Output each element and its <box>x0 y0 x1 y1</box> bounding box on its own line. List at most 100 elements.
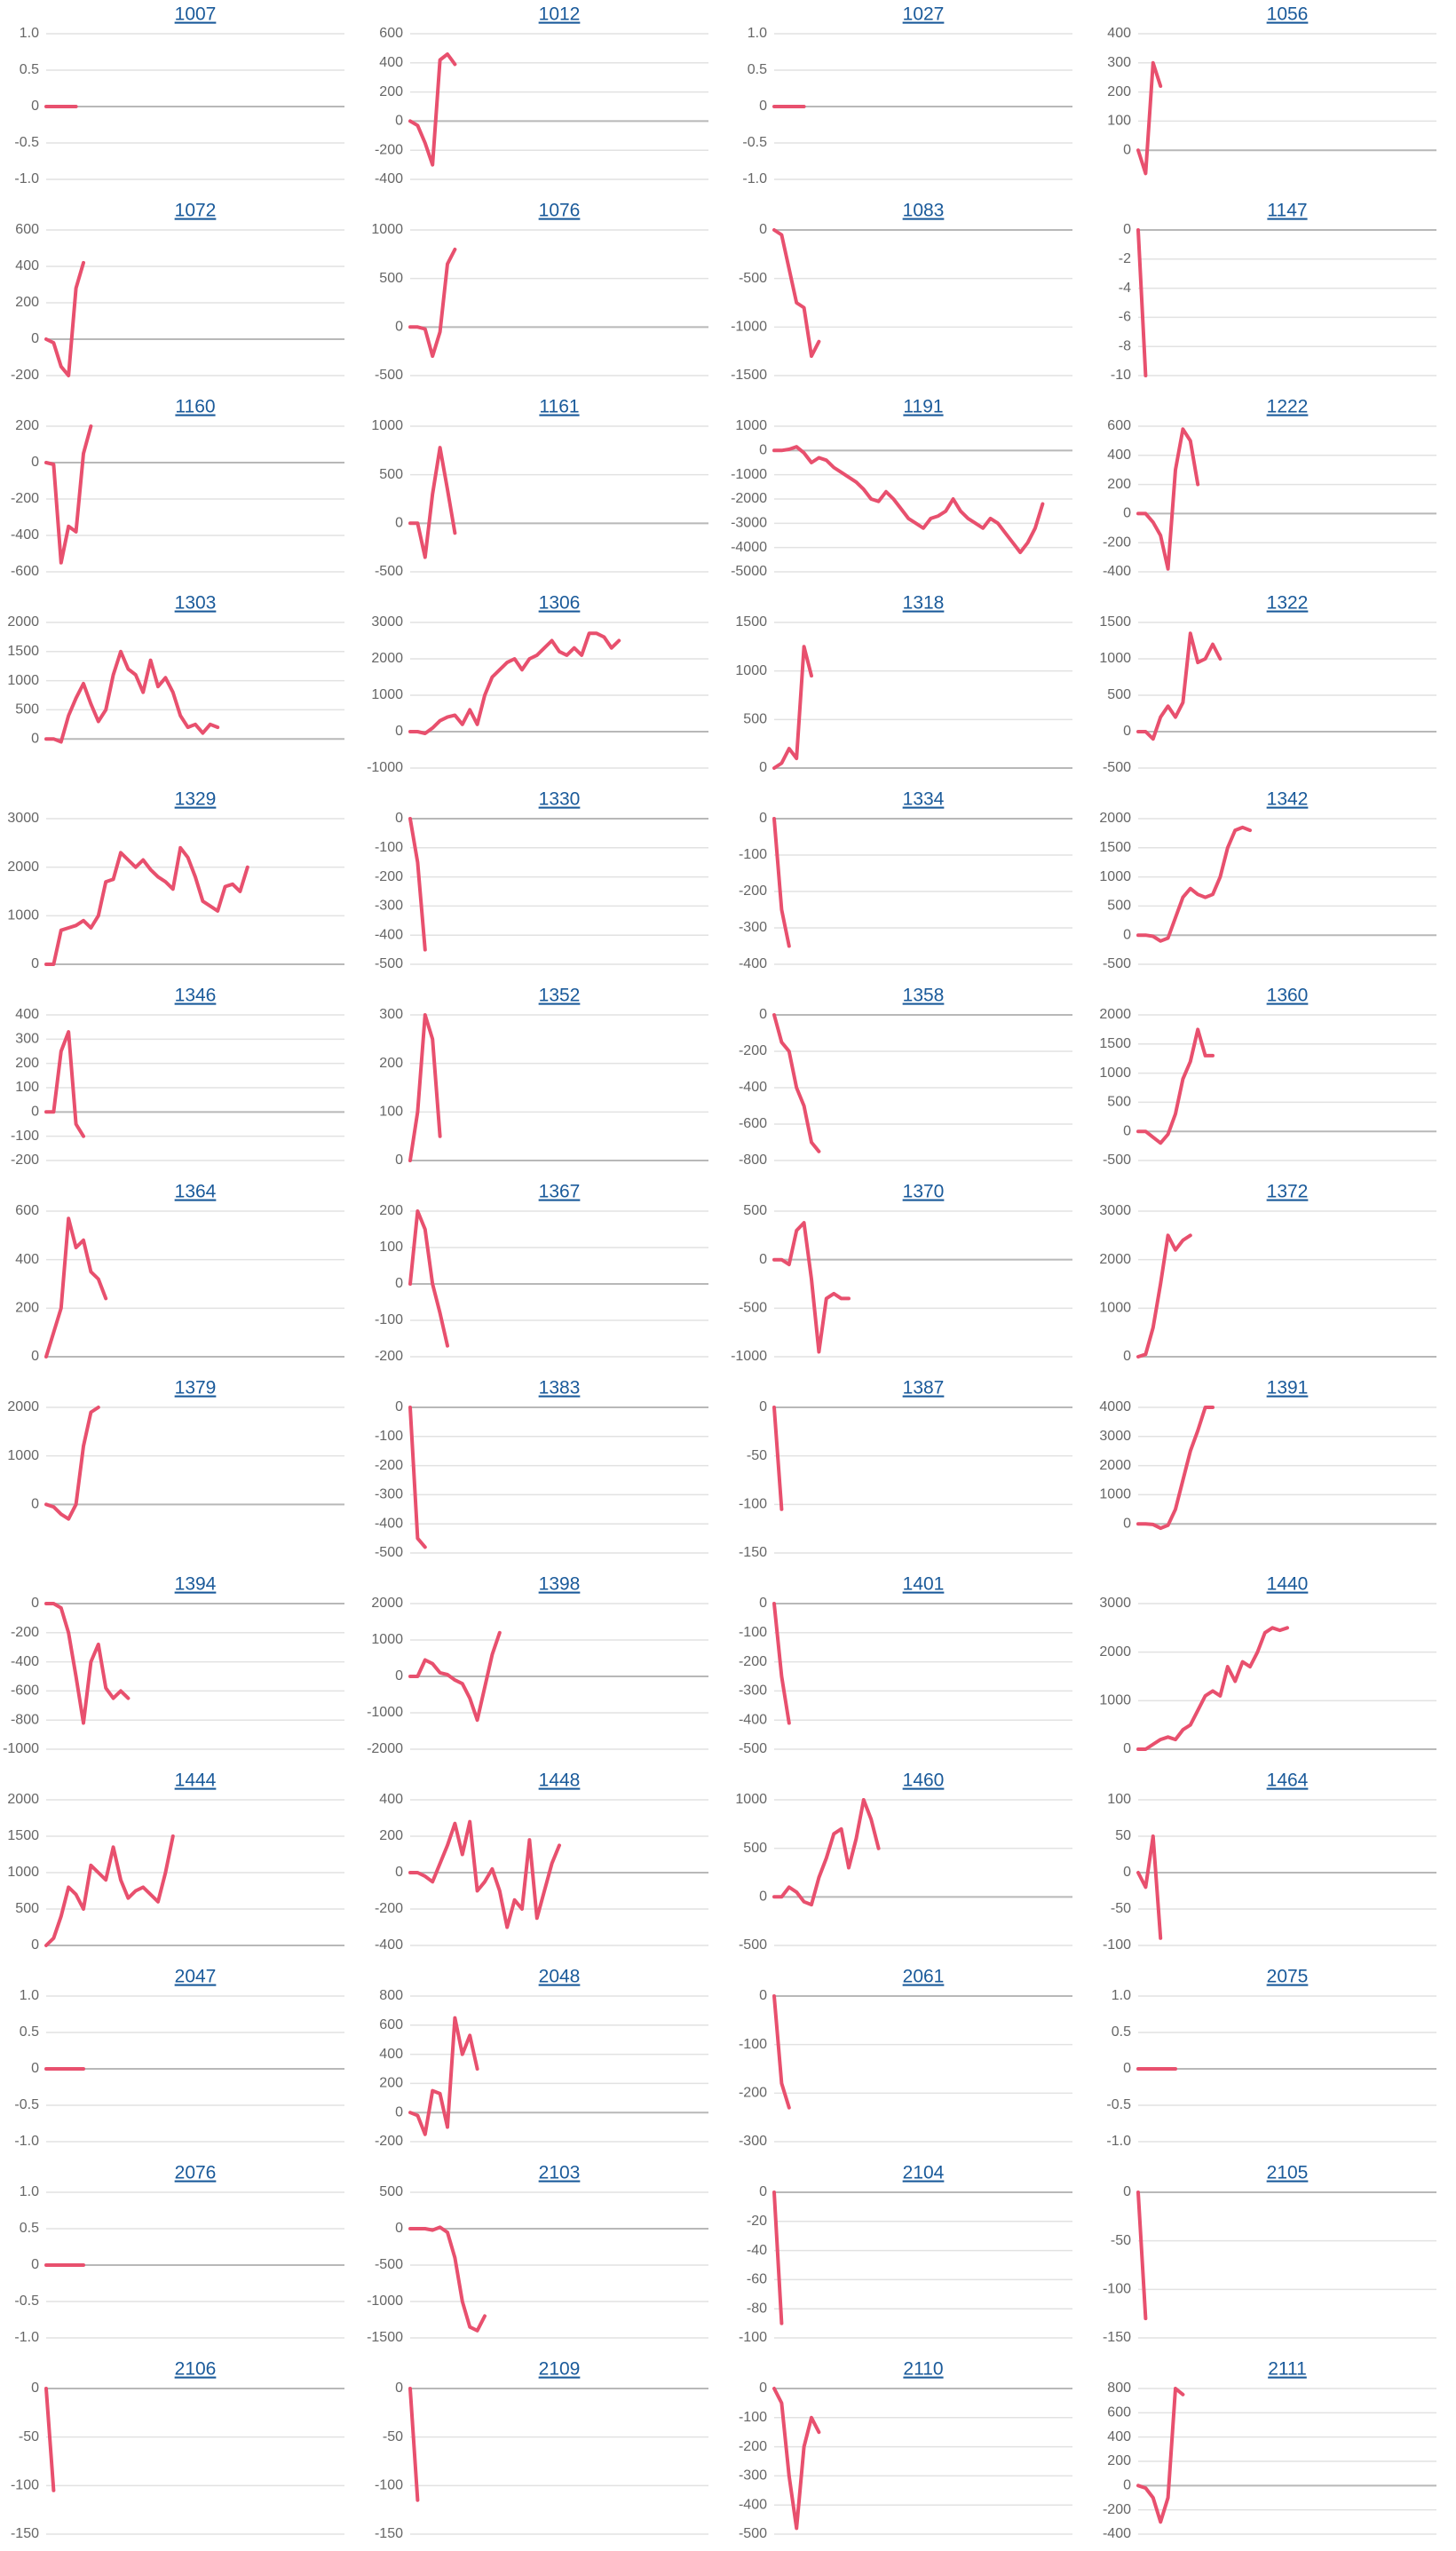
y-tick-label: 600 <box>379 26 403 41</box>
y-tick-label: 1500 <box>1099 1036 1131 1051</box>
chart-title[interactable]: 1364 <box>175 1182 217 1202</box>
chart-title[interactable]: 1027 <box>903 4 945 25</box>
mini-chart: 1072 -200 0 200 400 600 <box>11 201 344 383</box>
chart-title[interactable]: 2075 <box>1267 1967 1309 1987</box>
chart-title[interactable]: 1306 <box>539 593 581 614</box>
chart-title[interactable]: 2105 <box>1267 2163 1309 2183</box>
chart-title[interactable]: 1372 <box>1267 1182 1309 1202</box>
mini-chart: 2106 -150 -100 -50 0 <box>11 2359 344 2541</box>
mini-chart: 2048 -200 0 200 400 600 800 <box>375 1967 708 2149</box>
chart-title[interactable]: 1460 <box>903 1771 945 1791</box>
chart-title[interactable]: 1147 <box>1267 201 1307 221</box>
chart-title[interactable]: 1303 <box>175 593 217 614</box>
mini-chart: 1364 0 200 400 600 <box>15 1182 344 1364</box>
mini-chart: 1367 -200 -100 0 100 200 <box>375 1182 708 1364</box>
chart-title[interactable]: 1444 <box>175 1771 217 1791</box>
chart-title[interactable]: 2111 <box>1268 2359 1307 2380</box>
y-tick-label: 400 <box>1107 2429 1131 2444</box>
chart-title[interactable]: 2103 <box>539 2163 581 2183</box>
chart-title[interactable]: 1072 <box>175 201 217 221</box>
chart-title[interactable]: 1387 <box>903 1378 945 1398</box>
y-tick-label: 500 <box>743 1203 767 1218</box>
series-line <box>408 2387 420 2502</box>
y-tick-label: -6 <box>1119 310 1131 325</box>
chart-title[interactable]: 1342 <box>1267 789 1309 810</box>
y-tick-label: -200 <box>11 1625 39 1640</box>
chart-title[interactable]: 1360 <box>1267 986 1309 1006</box>
chart-title[interactable]: 2104 <box>903 2163 945 2183</box>
y-tick-label: 0 <box>1123 927 1131 942</box>
y-tick-label: 1000 <box>7 908 39 923</box>
chart-title[interactable]: 2061 <box>903 1967 945 1987</box>
y-tick-label: 500 <box>15 1901 39 1916</box>
y-tick-label: 200 <box>379 1203 403 1218</box>
series-line <box>408 2016 479 2136</box>
chart-title[interactable]: 1318 <box>903 593 945 614</box>
mini-chart: 1306 -1000 0 1000 2000 3000 <box>367 593 708 775</box>
chart-title[interactable]: 1370 <box>903 1182 945 1202</box>
mini-chart: 1372 0 1000 2000 3000 <box>1099 1182 1436 1364</box>
y-tick-label: 400 <box>379 55 403 70</box>
chart-title[interactable]: 1398 <box>539 1574 581 1595</box>
y-tick-label: -1500 <box>367 2330 403 2345</box>
y-tick-label: -500 <box>375 564 403 579</box>
chart-title[interactable]: 2076 <box>175 2163 217 2183</box>
chart-title[interactable]: 1056 <box>1267 4 1309 25</box>
y-tick-label: -10 <box>1111 368 1131 383</box>
y-tick-label: 1000 <box>1099 1487 1131 1502</box>
y-tick-label: -4000 <box>731 540 767 555</box>
series-line <box>44 1834 175 1947</box>
chart-title[interactable]: 1352 <box>539 986 581 1006</box>
chart-title[interactable]: 2048 <box>539 1967 581 1987</box>
mini-chart: 2105 -150 -100 -50 0 <box>1103 2163 1436 2345</box>
chart-title[interactable]: 1440 <box>1267 1574 1309 1595</box>
chart-title[interactable]: 1191 <box>903 397 943 417</box>
chart-title[interactable]: 1394 <box>175 1574 217 1595</box>
chart-title[interactable]: 2110 <box>903 2359 943 2380</box>
chart-title[interactable]: 1007 <box>175 4 217 25</box>
chart-title[interactable]: 1383 <box>539 1378 581 1398</box>
chart-title[interactable]: 1448 <box>539 1771 581 1791</box>
chart-title[interactable]: 2109 <box>539 2359 581 2380</box>
chart-title[interactable]: 1222 <box>1267 397 1309 417</box>
y-tick-label: -100 <box>739 2330 767 2345</box>
y-tick-label: -1000 <box>367 760 403 775</box>
y-tick-label: 0 <box>395 1668 403 1684</box>
series-line <box>1136 1027 1215 1145</box>
y-tick-label: 0 <box>395 320 403 335</box>
y-tick-label: -300 <box>739 2134 767 2149</box>
mini-chart: 1460 -500 0 500 1000 <box>735 1771 1072 1953</box>
chart-title[interactable]: 1322 <box>1267 593 1309 614</box>
chart-title[interactable]: 2106 <box>175 2359 217 2380</box>
chart-title[interactable]: 1379 <box>175 1378 217 1398</box>
chart-title[interactable]: 1367 <box>539 1182 581 1202</box>
y-tick-label: -1.0 <box>14 171 39 186</box>
chart-title[interactable]: 1161 <box>539 397 579 417</box>
mini-chart: 1083 -1500 -1000 -500 0 <box>731 201 1072 383</box>
chart-title[interactable]: 1329 <box>175 789 217 810</box>
y-tick-label: 600 <box>1107 2405 1131 2420</box>
y-tick-label: -200 <box>739 883 767 899</box>
y-tick-label: 3000 <box>7 811 39 826</box>
chart-title[interactable]: 1160 <box>175 397 215 417</box>
y-tick-label: 600 <box>1107 418 1131 433</box>
chart-title[interactable]: 1076 <box>539 201 581 221</box>
chart-title[interactable]: 1334 <box>903 789 945 810</box>
chart-title[interactable]: 1330 <box>539 789 581 810</box>
chart-title[interactable]: 1012 <box>539 4 581 25</box>
chart-title[interactable]: 1358 <box>903 986 945 1006</box>
y-tick-label: 0 <box>759 2381 767 2396</box>
chart-title[interactable]: 1464 <box>1267 1771 1309 1791</box>
y-tick-label: 200 <box>1107 477 1131 492</box>
chart-title[interactable]: 1391 <box>1267 1378 1309 1398</box>
mini-chart: 1222 -400 -200 0 200 400 600 <box>1103 397 1436 579</box>
chart-title[interactable]: 2047 <box>175 1967 217 1987</box>
y-tick-label: -500 <box>1103 760 1131 775</box>
y-tick-label: 500 <box>743 712 767 727</box>
chart-title[interactable]: 1083 <box>903 201 945 221</box>
chart-title[interactable]: 1346 <box>175 986 217 1006</box>
chart-title[interactable]: 1401 <box>903 1574 945 1595</box>
series-line <box>1136 1406 1215 1531</box>
y-tick-label: 0 <box>1123 724 1131 739</box>
